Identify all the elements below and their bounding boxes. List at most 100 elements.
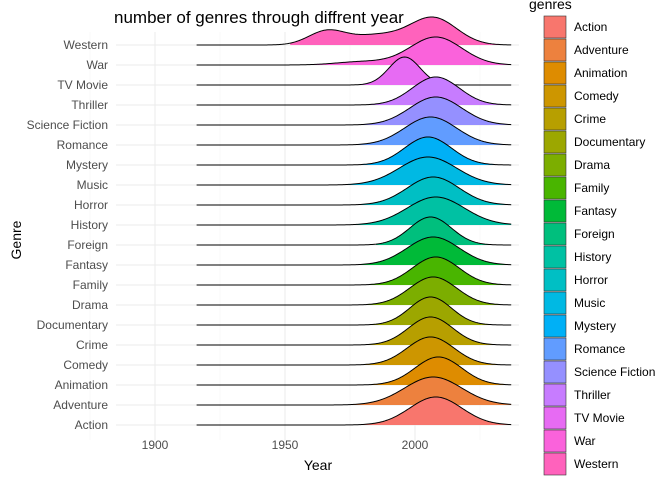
ridge-fill-animation (357, 357, 512, 385)
y-tick-label: Adventure (53, 398, 108, 412)
y-tick-label: Western (64, 38, 108, 52)
legend-label: Fantasy (574, 204, 617, 218)
ridge-fill-history (285, 197, 512, 225)
ridge-fill-comedy (357, 337, 512, 365)
legend-swatch (543, 383, 567, 407)
legend-label: Romance (574, 342, 626, 356)
ridge-fill-documentary (363, 297, 512, 325)
legend-label: Animation (574, 66, 627, 80)
legend-swatch (543, 360, 567, 384)
y-tick-label: Horror (74, 198, 108, 212)
legend-swatch (543, 130, 567, 154)
ridge-line-war (196, 36, 512, 66)
ridge-line-thriller (196, 76, 512, 106)
legend-label: Adventure (574, 43, 629, 57)
y-tick-label: Comedy (63, 358, 108, 372)
legend-swatch (543, 199, 567, 223)
legend-label: Drama (574, 158, 610, 172)
legend-label: Thriller (574, 388, 611, 402)
legend-swatch (543, 222, 567, 246)
legend-label: Foreign (574, 227, 615, 241)
x-tick-label: 1900 (142, 438, 169, 452)
ridge-line-documentary (196, 296, 512, 326)
legend-swatch (543, 38, 567, 62)
ridge-fill-romance (350, 117, 512, 145)
x-axis-title: Year (304, 457, 333, 473)
legend: Action Adventure Animation Comedy Crime Docum… (543, 15, 655, 476)
legend-swatch (543, 406, 567, 430)
y-tick-label: Romance (57, 138, 109, 152)
legend-label: Science Fiction (574, 365, 655, 379)
legend-label: Music (574, 296, 605, 310)
legend-swatch (543, 429, 567, 453)
y-tick-label: Foreign (67, 238, 108, 252)
ridge-line-romance (196, 116, 512, 146)
ridge-fill-western (290, 17, 512, 45)
x-axis-ticks: 1900 1950 2000 (142, 438, 429, 452)
y-tick-label: Mystery (66, 158, 108, 172)
legend-swatch (543, 61, 567, 85)
y-axis-ticks: Action Adventure Animation Comedy Crime Docum… (27, 38, 109, 432)
ridge-fill-action (342, 397, 512, 425)
y-tick-label: Documentary (37, 318, 108, 332)
legend-swatch (543, 452, 567, 476)
legend-label: History (574, 250, 611, 264)
chart-title: number of genres through diffrent year (114, 8, 404, 27)
legend-label: Horror (574, 273, 608, 287)
legend-label: Comedy (574, 89, 619, 103)
y-tick-label: Family (73, 278, 108, 292)
y-tick-label: Crime (76, 338, 108, 352)
ridge-fill-science-fiction (350, 97, 512, 125)
y-tick-label: Science Fiction (27, 118, 108, 132)
ridge-line-animation (196, 356, 512, 386)
ridge-fill-foreign (376, 217, 512, 245)
legend-swatch (543, 314, 567, 338)
y-tick-label: Thriller (71, 98, 108, 112)
y-tick-label: History (71, 218, 108, 232)
ridge-line-western (196, 16, 512, 46)
ridge-line-drama (196, 276, 512, 306)
y-axis-title: Genre (8, 220, 24, 259)
legend-label: Western (574, 457, 618, 471)
legend-swatch (543, 153, 567, 177)
legend-label: War (574, 434, 596, 448)
legend-swatch (543, 84, 567, 108)
y-tick-label: Animation (55, 378, 108, 392)
ridge-line-foreign (196, 216, 512, 246)
ridge-line-adventure (196, 376, 512, 406)
y-tick-label: Music (77, 178, 108, 192)
ridge-line-fantasy (196, 236, 512, 266)
legend-swatch (543, 15, 567, 39)
ridge-fill-drama (363, 277, 512, 305)
legend-swatch (543, 337, 567, 361)
ridge-fill-mystery (350, 137, 512, 165)
legend-swatch (543, 176, 567, 200)
y-tick-label: Action (75, 418, 108, 432)
y-tick-label: Fantasy (65, 258, 108, 272)
ridge-fill-tv-movie (350, 57, 512, 85)
legend-label: Mystery (574, 319, 616, 333)
ridge-line-tv-movie (196, 56, 512, 86)
legend-label: Family (574, 181, 609, 195)
ridge-line-horror (196, 176, 512, 206)
ridge-line-action (196, 396, 512, 426)
y-tick-label: War (86, 58, 108, 72)
legend-label: Documentary (574, 135, 645, 149)
ridge-line-crime (196, 316, 512, 346)
ridge-line-history (196, 196, 512, 226)
ridge-line-mystery (196, 136, 512, 166)
legend-label: Action (574, 20, 607, 34)
legend-label: Crime (574, 112, 606, 126)
x-tick-label: 2000 (402, 438, 429, 452)
legend-swatch (543, 291, 567, 315)
ridge-line-music (196, 156, 512, 186)
ridge-fill-crime (350, 317, 512, 345)
y-tick-label: TV Movie (57, 78, 108, 92)
ridge-line-science-fiction (196, 96, 512, 126)
legend-swatch (543, 268, 567, 292)
ridge-fill-family (368, 257, 512, 285)
legend-swatch (543, 245, 567, 269)
legend-label: TV Movie (574, 411, 625, 425)
ridge-fill-music (311, 157, 512, 185)
